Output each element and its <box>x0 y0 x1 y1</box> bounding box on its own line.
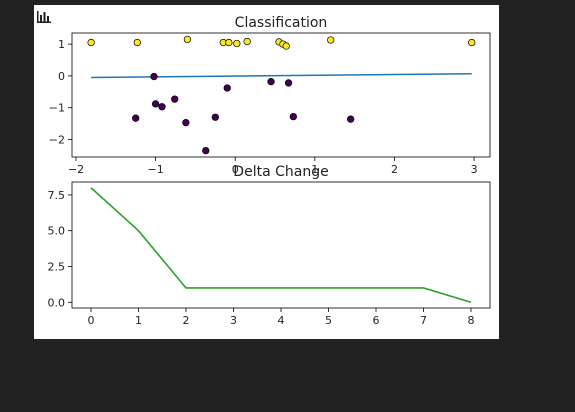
trend-line <box>91 72 472 79</box>
x-tick-label: 5 <box>325 314 332 327</box>
y-tick-label: 0.0 <box>48 296 66 309</box>
scatter-point-class-0 <box>132 114 140 122</box>
x-tick-label: 1 <box>135 314 142 327</box>
x-tick-label: 7 <box>420 314 427 327</box>
scatter-point-class-0 <box>171 95 179 103</box>
x-tick-label: 1 <box>311 163 318 176</box>
scatter-point-class-0 <box>151 100 160 108</box>
scatter-point-class-0 <box>267 77 275 86</box>
x-tick-label: 6 <box>373 314 380 327</box>
chart-title: Classification <box>235 15 328 31</box>
chart-0: Classification −2 −1 0 1 2 3 −2 −1 0 1 <box>49 15 491 176</box>
figure-canvas: Classification −2 −1 0 1 2 3 −2 −1 0 1 Delta Change… <box>34 5 499 339</box>
x-tick-label: 4 <box>278 314 285 327</box>
scatter-point-class-1 <box>327 36 335 44</box>
x-tick-label: 2 <box>183 314 190 327</box>
scatter-point-class-0 <box>223 84 231 92</box>
y-tick-label: 1 <box>58 38 65 51</box>
scatter-point-class-0 <box>347 115 355 123</box>
y-tick-label: −1 <box>49 102 65 115</box>
y-tick-label: 5.0 <box>48 225 66 238</box>
plot-frame <box>71 32 491 158</box>
bar-chart-icon[interactable] <box>37 8 51 27</box>
x-tick-label: 8 <box>468 314 475 327</box>
scatter-point-class-1 <box>183 35 192 44</box>
scatter-point-class-1 <box>233 39 241 48</box>
scatter-point-class-1 <box>87 38 95 47</box>
scatter-point-class-1 <box>468 38 476 47</box>
x-tick-label: 3 <box>230 314 237 327</box>
scatter-point-class-1 <box>282 42 290 50</box>
y-tick-label: 0 <box>58 70 65 83</box>
scatter-point-class-1 <box>243 37 251 46</box>
y-tick-label: −2 <box>49 134 65 147</box>
x-tick-label: −2 <box>68 163 84 176</box>
x-tick-label: 3 <box>471 163 478 176</box>
scatter-point-class-1 <box>133 38 141 47</box>
scatter-point-class-0 <box>211 113 219 121</box>
scatter-point-class-0 <box>158 103 166 111</box>
x-tick-label: 2 <box>391 163 398 176</box>
delta-line <box>90 187 472 304</box>
x-tick-label: 0 <box>88 314 95 327</box>
scatter-point-class-1 <box>225 38 233 47</box>
scatter-point-class-0 <box>150 72 158 81</box>
chart-title: Delta Change <box>233 164 328 180</box>
scatter-point-class-0 <box>182 119 190 127</box>
y-tick-label: 2.5 <box>48 260 66 273</box>
scatter-point-class-0 <box>284 79 293 87</box>
scatter-point-class-0 <box>289 112 297 121</box>
scatter-point-class-0 <box>202 146 210 155</box>
y-tick-label: 7.5 <box>48 189 66 202</box>
x-tick-label: 0 <box>232 163 239 176</box>
x-tick-label: −1 <box>147 163 163 176</box>
